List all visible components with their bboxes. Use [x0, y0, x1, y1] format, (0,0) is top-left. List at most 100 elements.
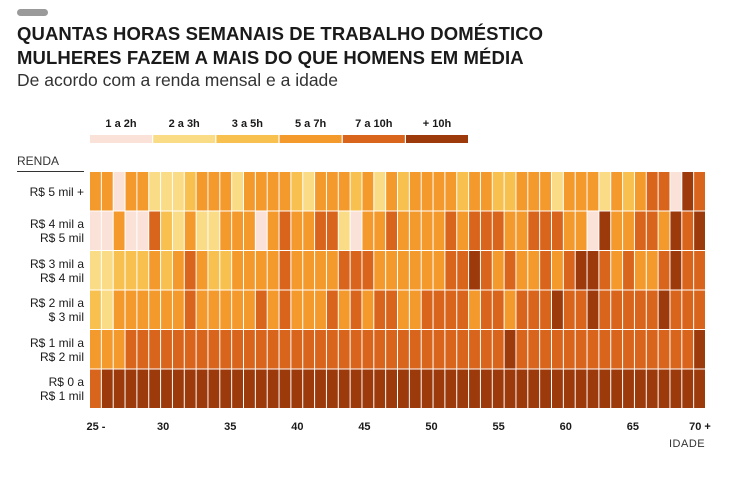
heatmap-cell: [563, 369, 575, 408]
legend-swatch: [216, 135, 279, 143]
drag-handle[interactable]: [17, 9, 48, 16]
heatmap-cell: [255, 211, 267, 250]
heatmap-cell: [552, 330, 563, 369]
heatmap-cell: [421, 330, 433, 369]
heatmap-cell: [563, 330, 575, 369]
heatmap-cell: [208, 369, 220, 408]
heatmap-cell: [528, 330, 540, 369]
heatmap-cell: [694, 290, 705, 329]
heatmap-cell: [492, 330, 504, 369]
chart-subtitle: De acordo com a renda mensal e a idade: [17, 70, 339, 90]
heatmap-cell: [161, 330, 172, 369]
heatmap-cell: [374, 211, 386, 250]
heatmap-cell: [386, 211, 397, 250]
legend-swatch: [153, 135, 216, 143]
heatmap-cell: [90, 251, 101, 290]
heatmap-cell: [338, 330, 350, 369]
heatmap-cell: [646, 369, 658, 408]
heatmap-cell: [208, 251, 220, 290]
heatmap-cell: [469, 211, 480, 250]
heatmap-cell: [540, 172, 551, 211]
heatmap-cell: [161, 290, 172, 329]
heatmap-cell: [634, 369, 646, 408]
heatmap-cell: [101, 211, 113, 250]
heatmap-cell: [587, 211, 599, 250]
heatmap-cell: [184, 330, 196, 369]
heatmap-cell: [670, 251, 682, 290]
heatmap-cell: [528, 290, 540, 329]
heatmap-cell: [137, 251, 149, 290]
heatmap-cell: [623, 369, 634, 408]
heatmap-cell: [386, 251, 397, 290]
heatmap-cell: [504, 330, 516, 369]
heatmap-cell: [184, 172, 196, 211]
heatmap-cell: [279, 290, 291, 329]
heatmap-cell: [125, 211, 137, 250]
heatmap-cell: [315, 211, 326, 250]
heatmap-cell: [326, 211, 338, 250]
heatmap-cell: [208, 290, 220, 329]
heatmap-cell: [244, 290, 255, 329]
legend-label: 1 a 2h: [105, 118, 137, 130]
heatmap-cell: [540, 251, 551, 290]
heatmap-cell: [267, 330, 279, 369]
heatmap-cell: [646, 330, 658, 369]
x-tick-label: 35: [224, 421, 237, 433]
heatmap-cell: [646, 251, 658, 290]
heatmap-cell: [398, 369, 409, 408]
heatmap-cell: [184, 251, 196, 290]
heatmap-cell: [611, 172, 623, 211]
heatmap-cell: [409, 211, 421, 250]
heatmap-cell: [137, 290, 149, 329]
heatmap-cell: [421, 290, 433, 329]
y-axis-title-rule: [17, 171, 84, 172]
heatmap-cell: [172, 369, 184, 408]
heatmap-cell: [398, 172, 409, 211]
heatmap-cell: [220, 211, 232, 250]
heatmap-cell: [172, 251, 184, 290]
heatmap-cell: [504, 369, 516, 408]
row-label: R$ 2 mil a $ 3 mil: [29, 296, 84, 325]
heatmap-cell: [244, 369, 255, 408]
heatmap-cell: [492, 251, 504, 290]
heatmap-cell: [172, 330, 184, 369]
x-tick-label: 65: [626, 421, 639, 433]
heatmap-cell: [326, 290, 338, 329]
heatmap-cell: [480, 172, 492, 211]
heatmap-cell: [267, 369, 279, 408]
heatmap-cell: [682, 172, 694, 211]
heatmap-cell: [658, 369, 670, 408]
heatmap-cell: [338, 251, 350, 290]
heatmap-cell: [409, 251, 421, 290]
title-line-1: QUANTAS HORAS SEMANAIS DE TRABALHO DOMÉS…: [17, 23, 544, 44]
heatmap-cell: [540, 211, 551, 250]
heatmap-cell: [350, 290, 362, 329]
heatmap-cell: [694, 330, 705, 369]
heatmap-cell: [398, 330, 409, 369]
heatmap-cell: [599, 172, 611, 211]
heatmap-cell: [409, 369, 421, 408]
heatmap-cell: [279, 172, 291, 211]
y-axis-title: RENDA: [17, 154, 60, 168]
heatmap-cell: [421, 251, 433, 290]
heatmap-cell: [540, 330, 551, 369]
row-label: R$ 1 mil a R$ 2 mil: [29, 335, 84, 364]
heatmap-cell: [552, 172, 563, 211]
heatmap-cell: [670, 369, 682, 408]
heatmap-cell: [504, 251, 516, 290]
heatmap-cell: [90, 211, 101, 250]
heatmap-cell: [90, 290, 101, 329]
heatmap-cell: [433, 369, 445, 408]
heatmap-cell: [326, 330, 338, 369]
heatmap-cell: [409, 172, 421, 211]
heatmap-cell: [563, 211, 575, 250]
heatmap-cell: [149, 290, 161, 329]
heatmap-cell: [433, 251, 445, 290]
heatmap-cell: [125, 172, 137, 211]
heatmap-cell: [516, 251, 528, 290]
heatmap-cell: [184, 369, 196, 408]
heatmap-cell: [326, 172, 338, 211]
heatmap-cell: [291, 330, 303, 369]
heatmap-cell: [587, 369, 599, 408]
